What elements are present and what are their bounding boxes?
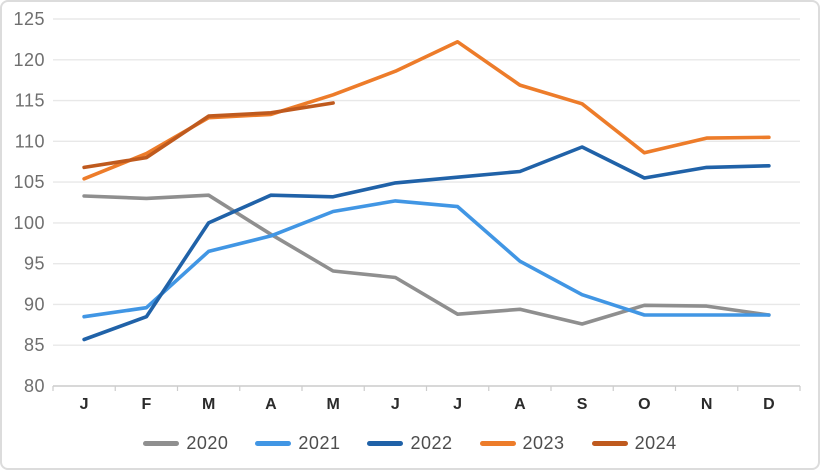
x-axis-label: M (326, 396, 339, 413)
y-axis-label: 90 (24, 294, 45, 314)
y-axis-label: 100 (13, 213, 45, 233)
y-axis-label: 110 (15, 131, 45, 151)
y-axis-label: 85 (24, 335, 45, 355)
x-axis-label: J (391, 396, 400, 413)
legend-label-2021: 2021 (298, 433, 341, 453)
legend-item-2020: 2020 (143, 433, 228, 454)
x-axis-label: D (763, 396, 775, 413)
y-axis-label: 115 (15, 91, 45, 111)
x-axis-label: M (202, 396, 215, 413)
legend-swatch-2020 (143, 441, 180, 446)
series-line-2024 (82, 101, 335, 170)
y-axis-label: 105 (13, 172, 45, 192)
chart-legend: 2020 2021 2022 2023 2024 (2, 433, 818, 454)
legend-label-2024: 2024 (634, 433, 677, 453)
legend-swatch-2024 (591, 441, 628, 446)
legend-swatch-2021 (255, 441, 292, 446)
y-axis-label: 95 (24, 254, 45, 274)
legend-item-2024: 2024 (591, 433, 677, 454)
series-line-2021 (82, 199, 771, 319)
legend-label-2023: 2023 (522, 433, 565, 453)
x-axis-label: O (638, 396, 650, 413)
y-axis-label: 80 (24, 376, 45, 396)
legend-label-2022: 2022 (410, 433, 453, 453)
legend-swatch-2022 (367, 441, 404, 446)
y-axis-label: 125 (13, 9, 45, 29)
legend-label-2020: 2020 (186, 433, 229, 453)
x-axis-label: S (577, 396, 588, 413)
legend-item-2022: 2022 (367, 433, 452, 454)
y-axis-label: 120 (13, 50, 45, 70)
x-axis-label: J (80, 396, 89, 413)
x-axis-label: A (514, 396, 526, 413)
x-axis-label: J (453, 396, 462, 413)
x-axis-label: F (141, 396, 151, 413)
x-axis-label: N (701, 396, 713, 413)
legend-item-2021: 2021 (255, 433, 340, 454)
series-line-2020 (82, 193, 771, 326)
series-line-2023 (82, 39, 771, 181)
legend-swatch-2023 (479, 441, 516, 446)
x-axis-label: A (265, 396, 277, 413)
series-line-2022 (82, 145, 771, 342)
legend-item-2023: 2023 (479, 433, 565, 454)
